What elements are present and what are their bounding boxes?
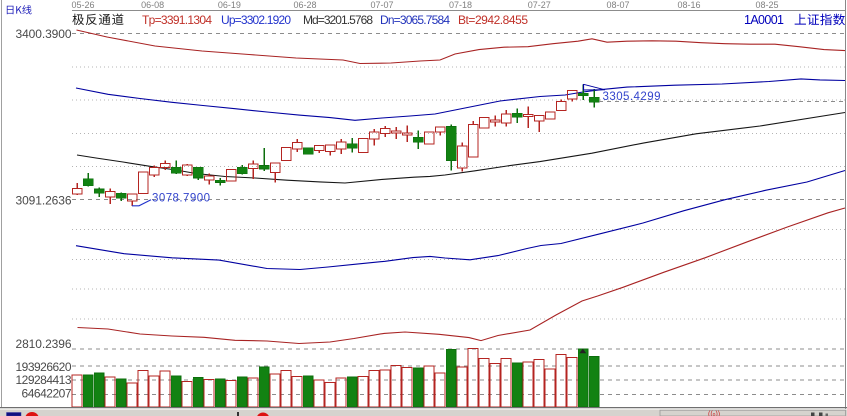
svg-text:08-25: 08-25 (755, 0, 778, 10)
svg-text:Tp=3391.1304: Tp=3391.1304 (142, 13, 212, 27)
svg-text:3091.2636: 3091.2636 (16, 193, 72, 207)
svg-text:Dn=3065.7584: Dn=3065.7584 (380, 13, 450, 27)
svg-text:Bt=2942.8455: Bt=2942.8455 (458, 13, 528, 27)
svg-text:193926620: 193926620 (16, 360, 72, 374)
svg-text:07-07: 07-07 (370, 0, 393, 10)
svg-text:07-27: 07-27 (528, 0, 551, 10)
svg-text:Up=3302.1920: Up=3302.1920 (221, 13, 291, 27)
svg-text:06-19: 06-19 (218, 0, 241, 10)
svg-text:05-26: 05-26 (71, 0, 94, 10)
svg-text:07-18: 07-18 (449, 0, 472, 10)
svg-text:08-07: 08-07 (606, 0, 629, 10)
svg-text:3305.4299: 3305.4299 (603, 91, 661, 103)
svg-text:Md=3201.5768: Md=3201.5768 (303, 13, 373, 27)
svg-text:64642207: 64642207 (22, 387, 72, 401)
svg-text:1A0001: 1A0001 (744, 13, 784, 27)
svg-text:3078.7900: 3078.7900 (152, 193, 210, 205)
svg-text:3400.3900: 3400.3900 (16, 27, 72, 41)
svg-text:((o)): ((o)) (708, 411, 720, 416)
svg-text:06-08: 06-08 (141, 0, 164, 10)
svg-text:2810.2396: 2810.2396 (16, 337, 72, 351)
svg-text:06-28: 06-28 (293, 0, 316, 10)
svg-text:129284413: 129284413 (16, 373, 72, 387)
svg-text:08-16: 08-16 (677, 0, 700, 10)
